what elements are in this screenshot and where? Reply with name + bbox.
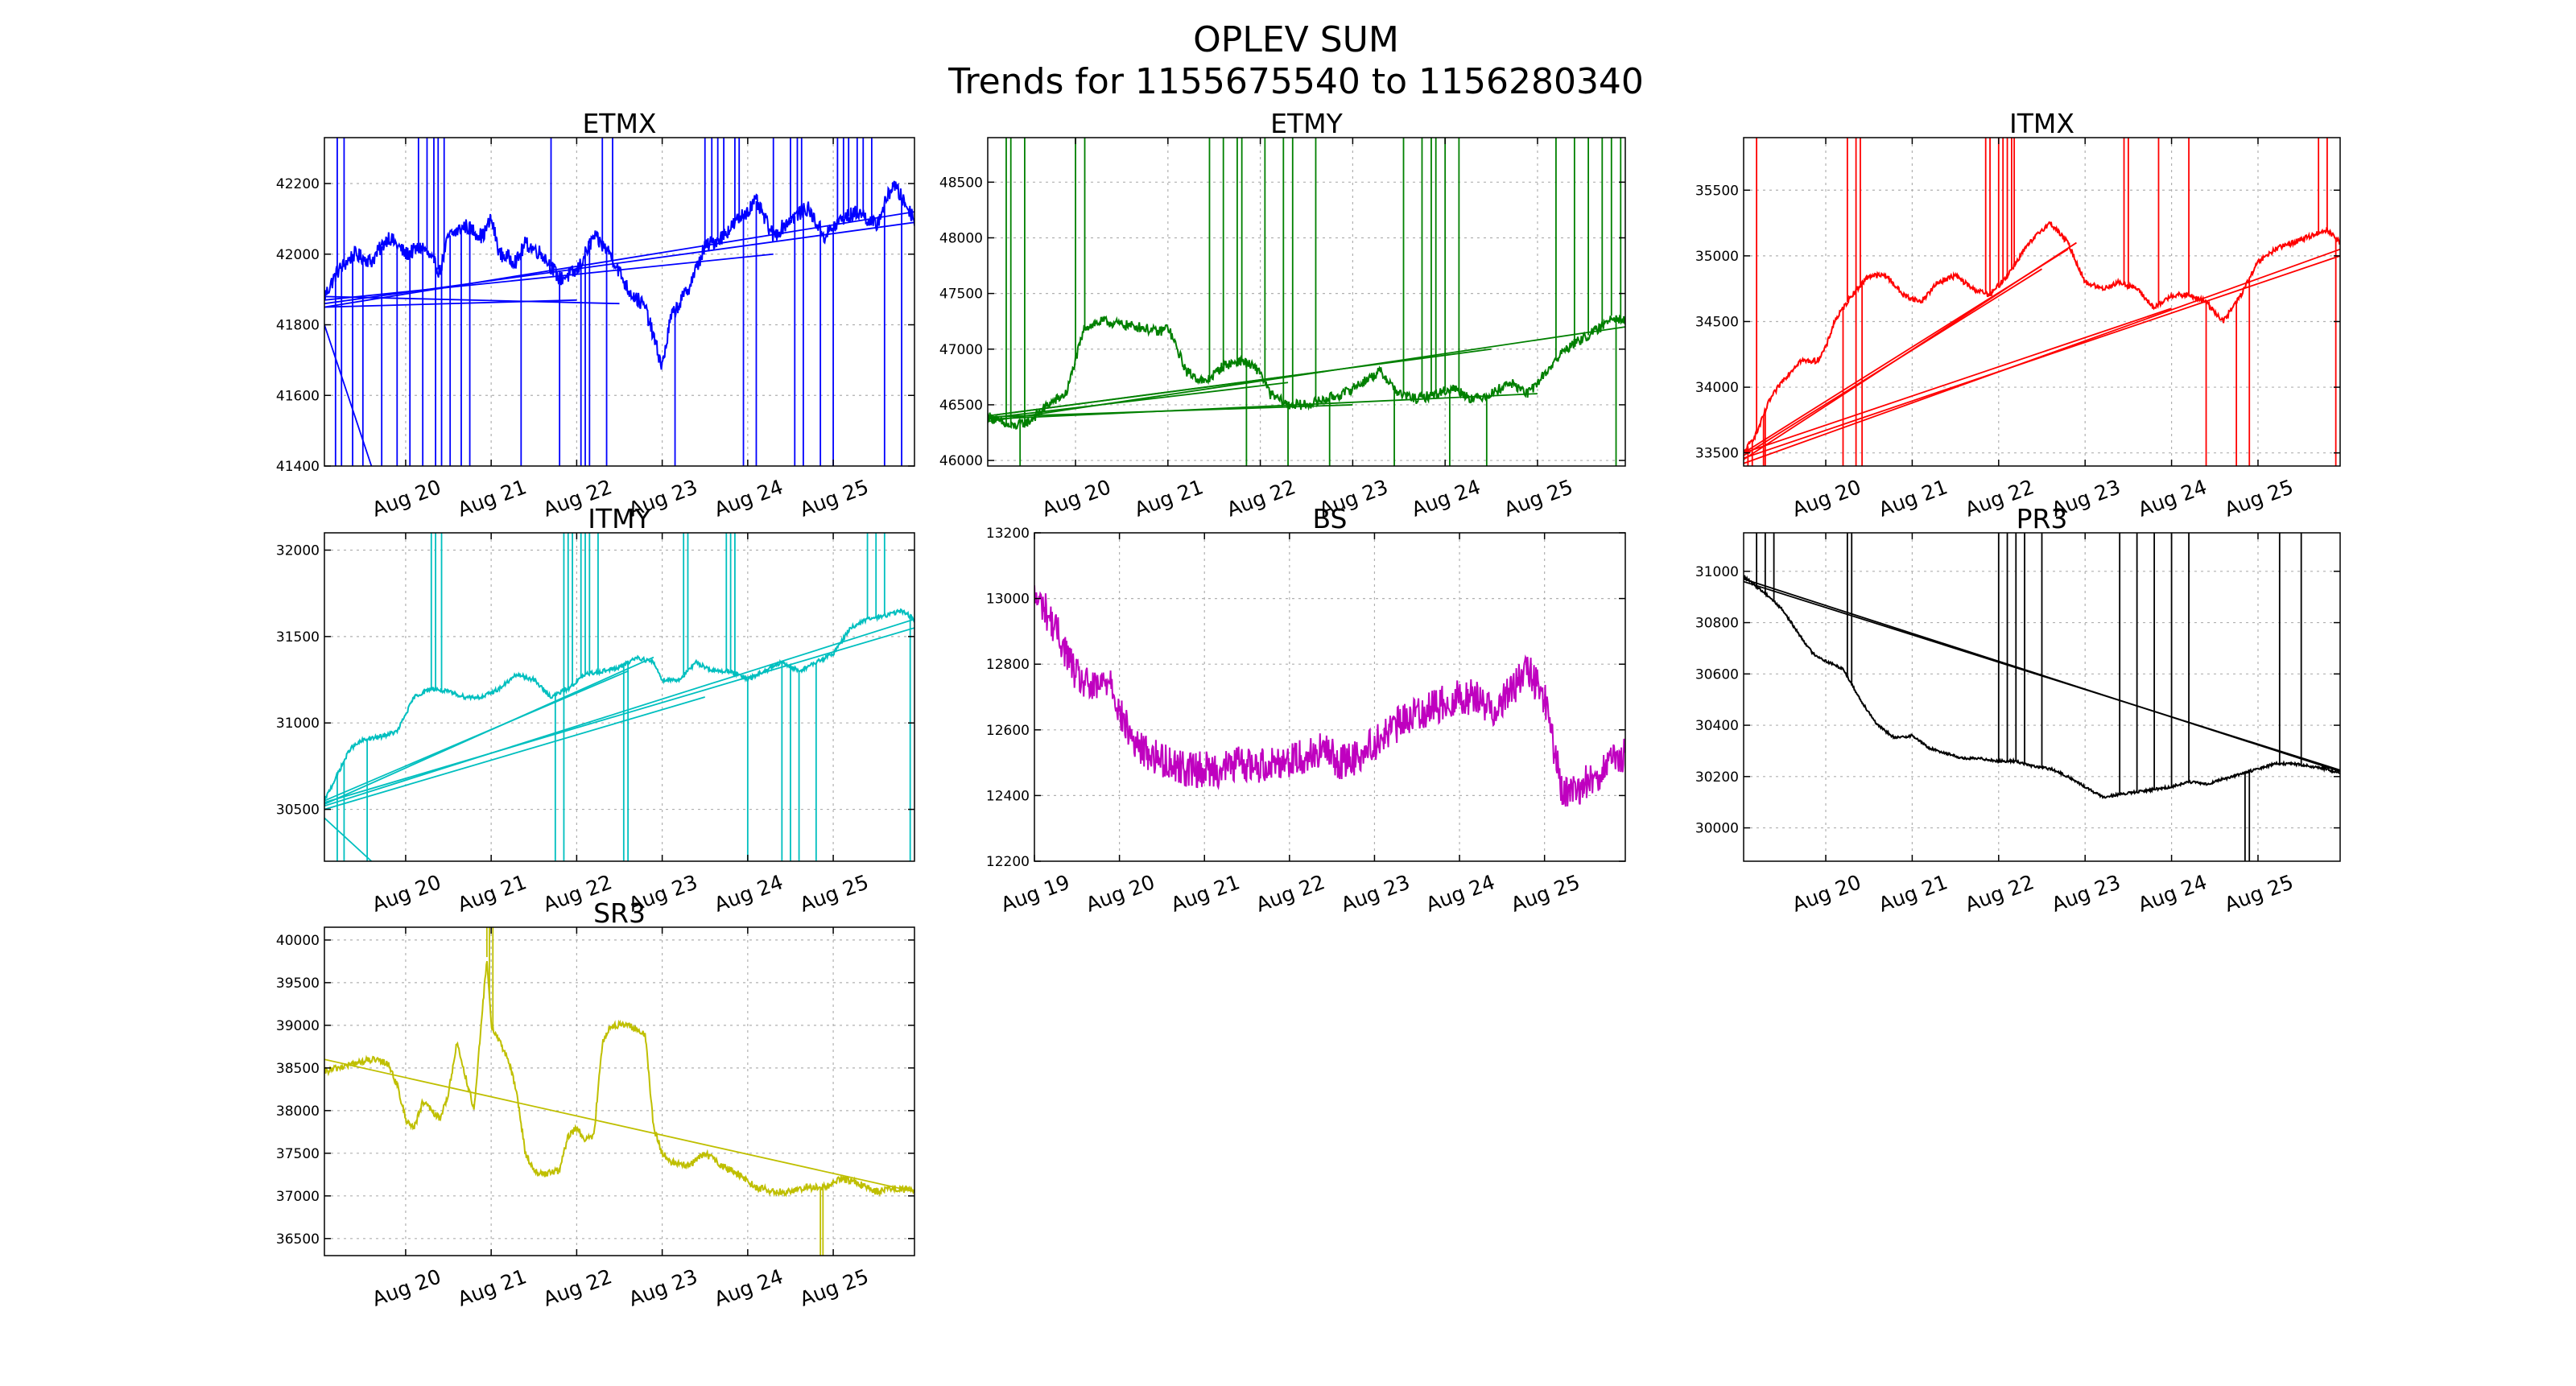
etmy-ytick-label: 48000 xyxy=(939,230,983,246)
itmx-wrap-line xyxy=(1744,268,2042,456)
itmx-ytick-label: 33500 xyxy=(1695,446,1739,462)
etmx-ytick-label: 41400 xyxy=(276,459,320,475)
pr3-ytick-label: 30600 xyxy=(1695,666,1739,683)
etmy-ytick-label: 48500 xyxy=(939,175,983,191)
itmy-wrap-line xyxy=(324,817,373,861)
itmx-axes-frame xyxy=(1743,137,2341,467)
etmy-wrap-line xyxy=(988,393,1538,420)
pr3-ytick-label: 30400 xyxy=(1695,718,1739,734)
bs-series xyxy=(1034,585,1625,807)
etmx-trace xyxy=(324,180,914,370)
sr3-grid xyxy=(324,927,914,1256)
etmx-ytick-label: 42000 xyxy=(276,247,320,263)
etmy-ytick-label: 46500 xyxy=(939,398,983,414)
bs-ytick-label: 12400 xyxy=(986,788,1030,804)
itmx-grid xyxy=(1744,138,2340,466)
etmx-axes-frame xyxy=(324,137,915,467)
etmx-wrap-line xyxy=(324,324,373,466)
etmx-ytick-label: 41800 xyxy=(276,318,320,334)
itmx-title: ITMX xyxy=(2009,108,2074,139)
itmy-ytick-label: 32000 xyxy=(276,542,320,559)
itmx-series xyxy=(1744,138,2340,466)
bs-axes-frame xyxy=(1034,532,1626,862)
bs-ytick-label: 12600 xyxy=(986,723,1030,739)
bs-ytick-label: 13200 xyxy=(986,526,1030,542)
itmy-wrap-line xyxy=(324,618,914,807)
etmy-ytick-label: 46000 xyxy=(939,453,983,469)
etmx-series xyxy=(324,138,914,466)
pr3-ytick-label: 30200 xyxy=(1695,769,1739,786)
itmx-wrap-line xyxy=(1744,248,2069,454)
pr3-ytick-label: 30000 xyxy=(1695,821,1739,837)
itmy-series xyxy=(324,533,914,861)
itmy-ytick-label: 30500 xyxy=(276,802,320,819)
bs-trace xyxy=(1034,585,1625,807)
bs-title: BS xyxy=(1312,503,1347,534)
itmx-ytick-label: 34500 xyxy=(1695,314,1739,330)
bs-ytick-label: 13000 xyxy=(986,592,1030,608)
etmy-wrap-line xyxy=(988,382,1289,419)
figure-subtitle: Trends for 1155675540 to 1156280340 xyxy=(947,61,1644,102)
etmy-title: ETMY xyxy=(1270,108,1343,139)
etmx-wrap-line xyxy=(324,253,774,301)
pr3-ytick-label: 30800 xyxy=(1695,616,1739,632)
sr3-trace xyxy=(324,961,914,1198)
itmy-wrap-line xyxy=(324,670,629,802)
sr3-ytick-label: 39500 xyxy=(276,976,320,992)
sr3-ytick-label: 40000 xyxy=(276,933,320,949)
pr3-series xyxy=(1744,533,2340,861)
itmx-trace xyxy=(1744,221,2340,454)
bs-grid xyxy=(1034,533,1625,861)
sr3-ytick-label: 38500 xyxy=(276,1061,320,1077)
sr3-ytick-label: 37500 xyxy=(276,1146,320,1162)
itmx-ytick-label: 35000 xyxy=(1695,249,1739,265)
etmx-wrap-line xyxy=(324,211,914,308)
etmy-ytick-label: 47500 xyxy=(939,287,983,303)
sr3-wrap-line xyxy=(324,1058,914,1193)
sr3-ytick-label: 37000 xyxy=(276,1189,320,1205)
sr3-series xyxy=(324,927,914,1256)
bs-ytick-label: 12800 xyxy=(986,657,1030,673)
figure-title: OPLEV SUM xyxy=(1193,19,1399,60)
itmy-ytick-label: 31000 xyxy=(276,716,320,732)
sr3-ytick-label: 38000 xyxy=(276,1103,320,1120)
itmy-wrap-line xyxy=(324,627,914,803)
itmx-ytick-label: 34000 xyxy=(1695,380,1739,396)
etmx-ytick-label: 41600 xyxy=(276,388,320,404)
pr3-title: PR3 xyxy=(2017,503,2068,534)
itmy-axes-frame xyxy=(324,532,915,862)
itmy-title: ITMY xyxy=(588,503,651,534)
etmx-title: ETMX xyxy=(582,108,656,139)
sr3-ytick-label: 39000 xyxy=(276,1018,320,1034)
etmx-wrap-line xyxy=(324,295,620,305)
itmx-wrap-line xyxy=(1744,307,2172,454)
itmx-ytick-label: 35500 xyxy=(1695,183,1739,199)
sr3-ytick-label: 36500 xyxy=(276,1231,320,1248)
etmy-wrap-line xyxy=(988,370,1326,417)
etmy-ytick-label: 47000 xyxy=(939,342,983,358)
itmy-ytick-label: 31500 xyxy=(276,629,320,646)
etmx-ytick-label: 42200 xyxy=(276,176,320,192)
etmy-axes-frame xyxy=(987,137,1626,467)
sr3-title: SR3 xyxy=(593,897,646,929)
itmx-wrap-line xyxy=(1744,255,2340,460)
pr3-axes-frame xyxy=(1743,532,2341,862)
pr3-wrap-line xyxy=(1744,580,2340,771)
etmy-series xyxy=(988,138,1625,466)
etmy-wrap-line xyxy=(988,404,1353,419)
itmy-wrap-line xyxy=(324,696,705,811)
pr3-ytick-label: 31000 xyxy=(1695,564,1739,580)
sr3-axes-frame xyxy=(324,926,915,1256)
bs-ytick-label: 12200 xyxy=(986,854,1030,870)
